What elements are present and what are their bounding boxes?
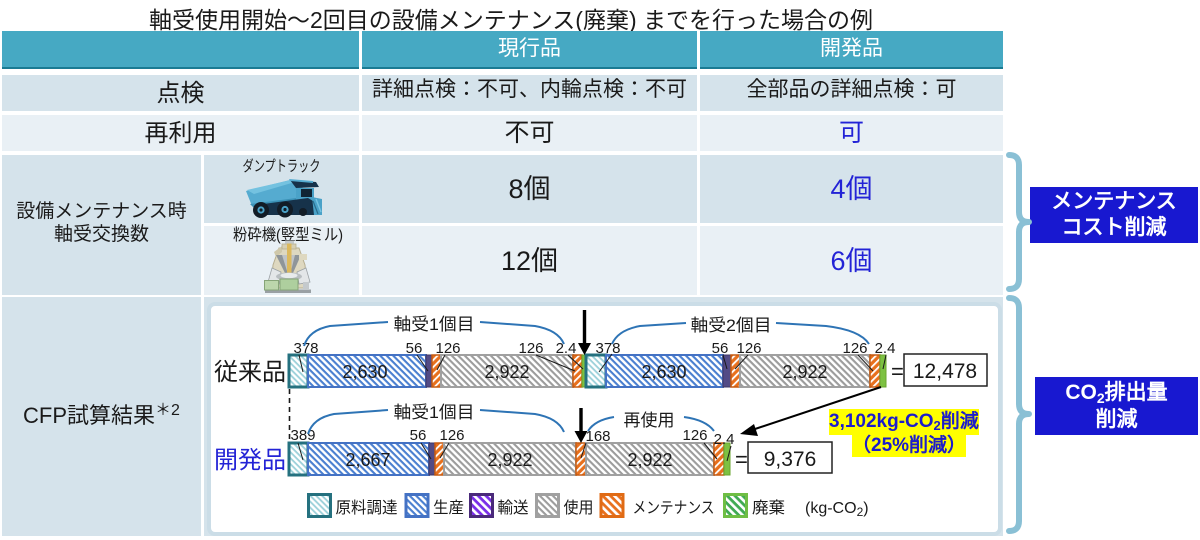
svg-text:12,478: 12,478 [913, 360, 977, 383]
svg-text:2.4: 2.4 [714, 431, 735, 448]
svg-text:使用: 使用 [564, 499, 594, 517]
svg-text:2,922: 2,922 [782, 362, 827, 382]
svg-text:ダンプトラック: ダンプトラック [243, 158, 321, 175]
svg-text:再使用: 再使用 [624, 410, 675, 430]
svg-text:粉砕機(竪型ミル): 粉砕機(竪型ミル) [233, 226, 343, 244]
svg-text:軸受1個目: 軸受1個目 [394, 403, 475, 422]
svg-text:軸受2個目: 軸受2個目 [691, 316, 772, 335]
svg-text:2,922: 2,922 [487, 450, 532, 470]
svg-text:廃棄: 廃棄 [752, 499, 785, 517]
svg-text:(kg-CO2): (kg-CO2) [805, 500, 869, 519]
svg-text:126: 126 [435, 340, 460, 357]
svg-text:9,376: 9,376 [764, 448, 817, 471]
svg-text:126: 126 [439, 427, 464, 444]
svg-text:2.4: 2.4 [556, 340, 577, 357]
svg-text:56: 56 [406, 340, 423, 357]
svg-text:=: = [891, 359, 904, 384]
svg-text:=: = [735, 447, 748, 472]
svg-text:378: 378 [293, 340, 318, 357]
svg-text:メンテナンス: メンテナンス [633, 500, 715, 517]
svg-text:126: 126 [736, 340, 761, 357]
svg-text:開発品: 開発品 [214, 447, 286, 474]
svg-text:56: 56 [410, 427, 427, 444]
svg-text:168: 168 [585, 428, 610, 445]
svg-text:2,630: 2,630 [342, 362, 387, 382]
svg-text:126: 126 [682, 427, 707, 444]
svg-text:56: 56 [712, 340, 729, 357]
svg-text:生産: 生産 [433, 499, 464, 517]
svg-text:389: 389 [290, 427, 315, 444]
svg-text:2,667: 2,667 [345, 450, 390, 470]
svg-text:378: 378 [595, 340, 620, 357]
svg-text:2,630: 2,630 [641, 362, 686, 382]
svg-text:2.4: 2.4 [875, 340, 896, 357]
svg-text:126: 126 [518, 340, 543, 357]
svg-text:126: 126 [842, 340, 867, 357]
svg-text:2,922: 2,922 [484, 362, 529, 382]
svg-text:原料調達: 原料調達 [336, 499, 398, 517]
svg-text:輸送: 輸送 [498, 499, 529, 517]
svg-text:軸受1個目: 軸受1個目 [394, 315, 475, 334]
svg-text:2,922: 2,922 [627, 450, 672, 470]
svg-text:従来品: 従来品 [214, 359, 286, 386]
